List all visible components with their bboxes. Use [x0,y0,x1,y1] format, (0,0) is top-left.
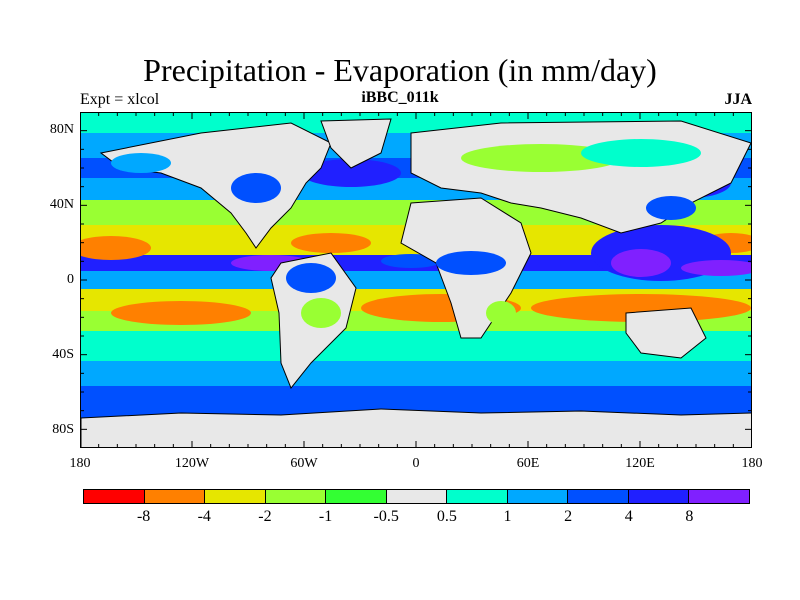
lon-label: 120W [174,456,210,471]
colorbar-label: -8 [136,508,151,525]
colorbar-swatch [205,490,266,503]
colorbar-swatch [689,490,750,503]
colorbar [83,489,750,504]
land-overlays [111,139,701,328]
lat-label: 40N [49,197,74,212]
colorbar-swatch [265,490,327,503]
field-features [81,159,751,325]
lat-label: 80S [52,422,74,437]
lon-label: 60W [290,456,318,471]
colorbar-label: 8 [685,508,694,525]
colorbar-swatch [386,490,448,503]
season-label: JJA [724,91,752,108]
colorbar-swatch [84,490,145,503]
colorbar-label: 1 [503,508,512,525]
colorbar-label: 2 [564,508,573,525]
colorbar-label: -0.5 [373,508,399,525]
run-label: iBBC_011k [361,89,439,106]
colorbar-swatch [568,490,629,503]
lat-label: 0 [67,272,74,287]
lon-label: 0 [412,456,420,471]
map-title: Precipitation - Evaporation (in mm/day) [143,52,657,88]
colorbar-swatch [326,490,387,503]
lon-label: 60E [516,456,540,471]
colorbar-label: -4 [197,508,211,525]
precip-evap-map [81,113,751,447]
colorbar-label: -2 [258,508,272,525]
colorbar-swatch [628,490,690,503]
colorbar-swatch [507,490,569,503]
colorbar-swatch [447,490,508,503]
experiment-label: Expt = xlcol [80,91,160,108]
colorbar-swatch [144,490,206,503]
lon-label: 180 [741,456,763,471]
map-panel [80,112,752,448]
lon-label: 180 [69,456,91,471]
lat-label: 80N [49,122,74,137]
lat-label: 40S [52,347,74,362]
colorbar-label: -1 [318,508,333,525]
colorbar-label: 0.5 [436,508,457,525]
lon-label: 120E [625,456,655,471]
colorbar-label: 4 [624,508,633,525]
